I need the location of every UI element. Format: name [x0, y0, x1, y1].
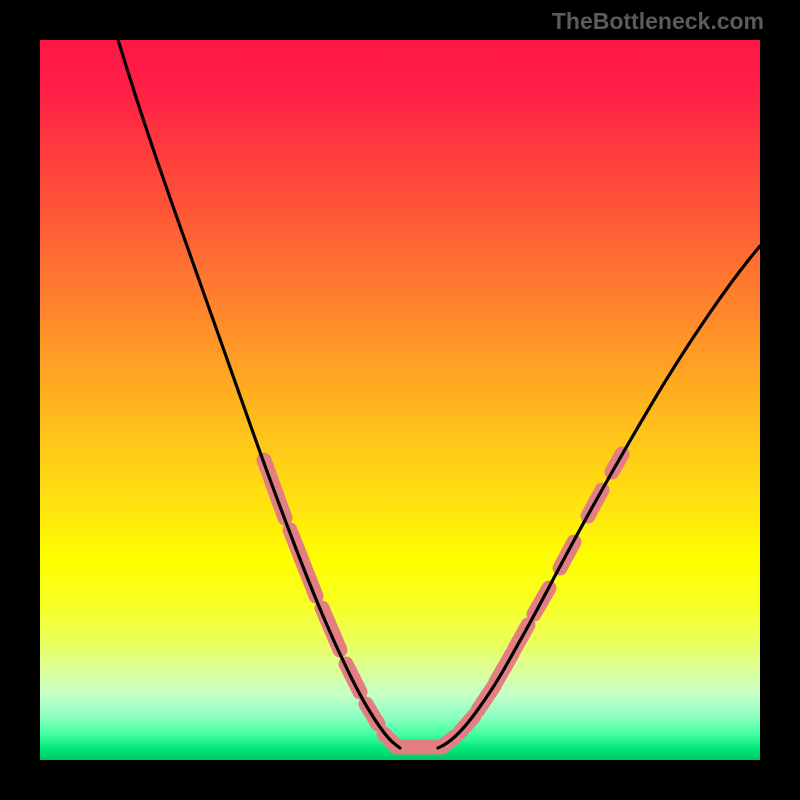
- watermark-text: TheBottleneck.com: [552, 8, 764, 35]
- plot-area: [40, 40, 760, 760]
- gradient-and-curves: [40, 40, 760, 760]
- chart-frame: TheBottleneck.com: [0, 0, 800, 800]
